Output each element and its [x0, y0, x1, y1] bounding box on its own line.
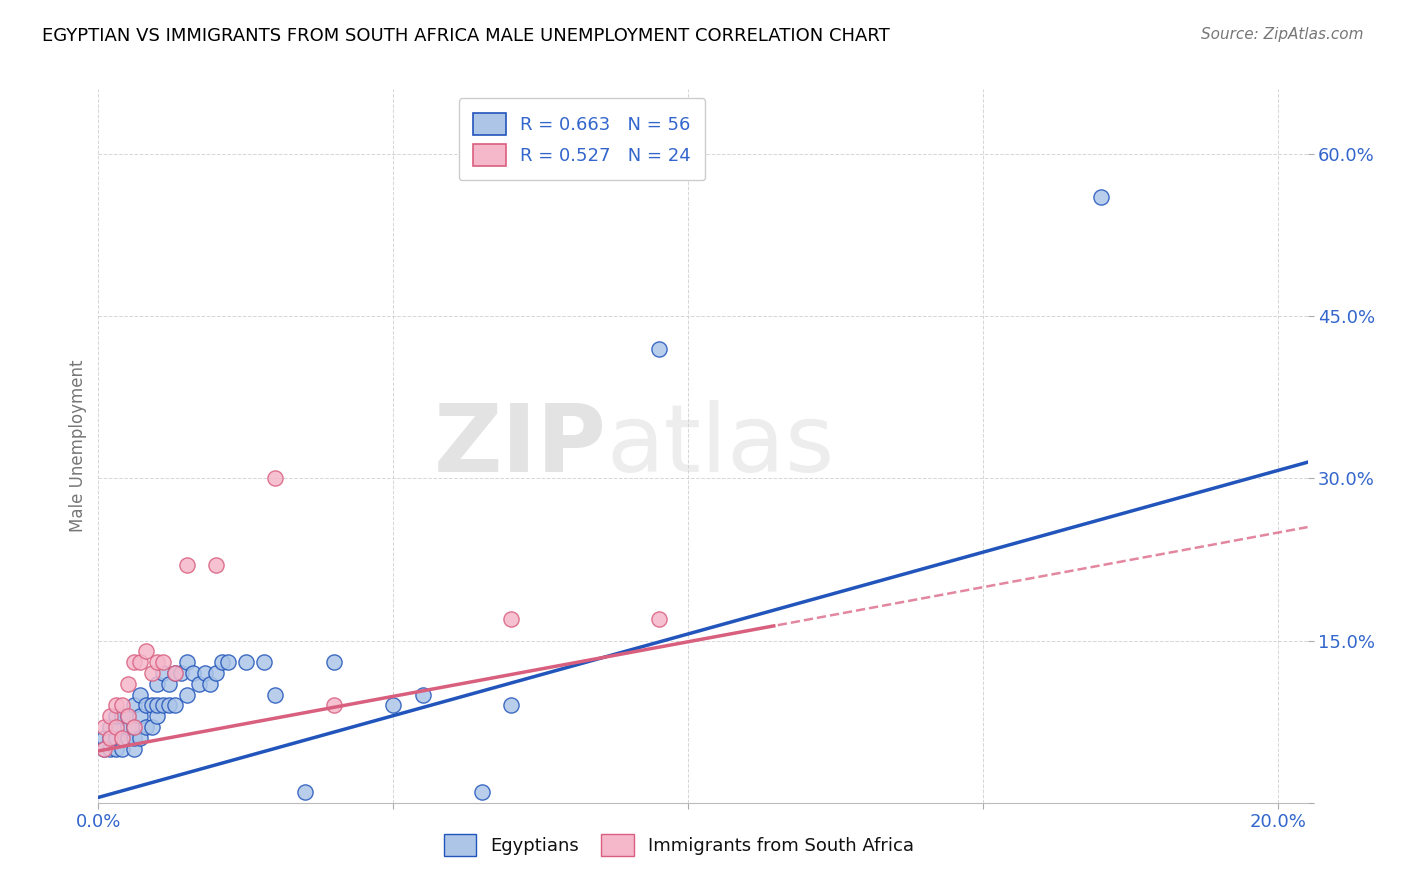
Point	[152, 698, 174, 713]
Point	[98, 731, 121, 745]
Point	[176, 558, 198, 572]
Point	[117, 731, 139, 745]
Point	[135, 698, 157, 713]
Point	[176, 688, 198, 702]
Point	[235, 655, 257, 669]
Point	[122, 720, 145, 734]
Point	[111, 741, 134, 756]
Point	[122, 698, 145, 713]
Point	[648, 342, 671, 356]
Point	[165, 698, 187, 713]
Point	[98, 731, 121, 745]
Text: Source: ZipAtlas.com: Source: ZipAtlas.com	[1201, 27, 1364, 42]
Point	[122, 731, 145, 745]
Point	[323, 655, 346, 669]
Point	[122, 720, 145, 734]
Point	[152, 655, 174, 669]
Point	[111, 731, 134, 745]
Point	[294, 785, 316, 799]
Point	[141, 720, 163, 734]
Point	[252, 655, 274, 669]
Point	[141, 698, 163, 713]
Point	[117, 720, 139, 734]
Point	[111, 698, 134, 713]
Point	[117, 709, 139, 723]
Point	[93, 741, 115, 756]
Text: ZIP: ZIP	[433, 400, 606, 492]
Point	[135, 720, 157, 734]
Point	[146, 677, 169, 691]
Point	[135, 644, 157, 658]
Point	[152, 666, 174, 681]
Point	[128, 655, 150, 669]
Point	[93, 731, 115, 745]
Point	[146, 698, 169, 713]
Point	[200, 677, 222, 691]
Text: atlas: atlas	[606, 400, 835, 492]
Point	[98, 720, 121, 734]
Point	[128, 709, 150, 723]
Point	[264, 471, 287, 485]
Point	[217, 655, 239, 669]
Point	[105, 731, 128, 745]
Legend: Egyptians, Immigrants from South Africa: Egyptians, Immigrants from South Africa	[434, 825, 922, 865]
Point	[105, 698, 128, 713]
Point	[105, 741, 128, 756]
Point	[412, 688, 434, 702]
Point	[165, 666, 187, 681]
Point	[117, 709, 139, 723]
Point	[501, 698, 523, 713]
Point	[93, 720, 115, 734]
Point	[146, 709, 169, 723]
Point	[105, 720, 128, 734]
Y-axis label: Male Unemployment: Male Unemployment	[69, 359, 87, 533]
Point	[117, 677, 139, 691]
Point	[111, 731, 134, 745]
Point	[105, 720, 128, 734]
Point	[111, 709, 134, 723]
Point	[181, 666, 204, 681]
Point	[128, 731, 150, 745]
Point	[648, 612, 671, 626]
Point	[471, 785, 494, 799]
Point	[98, 709, 121, 723]
Text: EGYPTIAN VS IMMIGRANTS FROM SOUTH AFRICA MALE UNEMPLOYMENT CORRELATION CHART: EGYPTIAN VS IMMIGRANTS FROM SOUTH AFRICA…	[42, 27, 890, 45]
Point	[128, 688, 150, 702]
Point	[157, 698, 180, 713]
Point	[501, 612, 523, 626]
Point	[93, 741, 115, 756]
Point	[205, 666, 228, 681]
Point	[157, 677, 180, 691]
Point	[323, 698, 346, 713]
Point	[105, 709, 128, 723]
Point	[165, 666, 187, 681]
Point	[146, 655, 169, 669]
Point	[264, 688, 287, 702]
Point	[205, 558, 228, 572]
Point	[122, 655, 145, 669]
Point	[187, 677, 209, 691]
Point	[122, 741, 145, 756]
Point	[98, 741, 121, 756]
Point	[194, 666, 217, 681]
Point	[382, 698, 405, 713]
Point	[170, 666, 193, 681]
Point	[176, 655, 198, 669]
Point	[211, 655, 233, 669]
Point	[141, 666, 163, 681]
Point	[1090, 190, 1112, 204]
